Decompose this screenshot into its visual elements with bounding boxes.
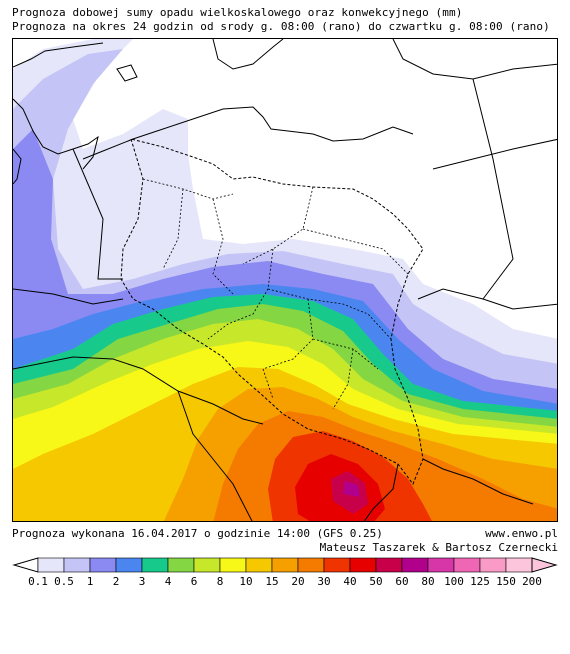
- island-outline: [13, 64, 138, 185]
- neighbor-borders: [13, 78, 557, 521]
- legend-label: 6: [191, 575, 198, 588]
- legend-swatch: [349, 557, 377, 573]
- legend-label: 150: [496, 575, 516, 588]
- legend-swatch: [167, 557, 195, 573]
- authors: Mateusz Taszarek & Bartosz Czernecki: [319, 541, 558, 554]
- map-title: Prognoza dobowej sumy opadu wielkoskalow…: [12, 6, 463, 19]
- legend-arrow-right: [531, 557, 558, 573]
- legend-label: 3: [139, 575, 146, 588]
- legend-label: 0.5: [54, 575, 74, 588]
- legend-label: 100: [444, 575, 464, 588]
- coastline: [82, 106, 414, 160]
- legend-swatch: [141, 557, 169, 573]
- legend-swatch: [323, 557, 351, 573]
- legend-label: 10: [239, 575, 252, 588]
- forecast-info: Prognoza wykonana 16.04.2017 o godzinie …: [12, 527, 383, 540]
- legend-swatch: [427, 557, 455, 573]
- poland-border: [120, 138, 424, 486]
- legend-label: 80: [421, 575, 434, 588]
- precipitation-field: [13, 39, 557, 521]
- legend-label: 50: [369, 575, 382, 588]
- legend-swatch: [245, 557, 273, 573]
- legend-swatch: [505, 557, 533, 573]
- legend-swatch: [37, 557, 65, 573]
- legend-swatch: [271, 557, 299, 573]
- legend-arrow-left: [12, 557, 39, 573]
- legend-label: 2: [113, 575, 120, 588]
- denmark-coast: [13, 98, 99, 170]
- legend-swatch: [115, 557, 143, 573]
- legend-label: 30: [317, 575, 330, 588]
- website-link[interactable]: www.enwo.pl: [485, 527, 558, 540]
- map-subtitle: Prognoza na okres 24 godzin od srody g. …: [12, 20, 550, 33]
- legend-label: 40: [343, 575, 356, 588]
- legend-swatch: [479, 557, 507, 573]
- legend-swatch: [453, 557, 481, 573]
- legend-label: 200: [522, 575, 542, 588]
- legend-label: 4: [165, 575, 172, 588]
- legend-swatch: [63, 557, 91, 573]
- legend-label: 8: [217, 575, 224, 588]
- legend-swatch: [193, 557, 221, 573]
- legend-label: 0.1: [28, 575, 48, 588]
- legend-label: 125: [470, 575, 490, 588]
- precipitation-map[interactable]: [12, 38, 558, 522]
- legend-label: 15: [265, 575, 278, 588]
- color-legend: 0.1 0.5 1 2 3 4 6 8 10 15 20 30 40 50 60 80 100 125 150 200: [12, 557, 558, 588]
- legend-swatch: [375, 557, 403, 573]
- legend-swatch: [401, 557, 429, 573]
- legend-label: 20: [291, 575, 304, 588]
- legend-label: 1: [87, 575, 94, 588]
- precip-zone-60: [343, 481, 360, 497]
- legend-swatch: [297, 557, 325, 573]
- legend-swatch: [219, 557, 247, 573]
- legend-label: 60: [395, 575, 408, 588]
- legend-swatch: [89, 557, 117, 573]
- scandinavia-coast: [13, 39, 557, 80]
- region-boundaries: [142, 178, 409, 410]
